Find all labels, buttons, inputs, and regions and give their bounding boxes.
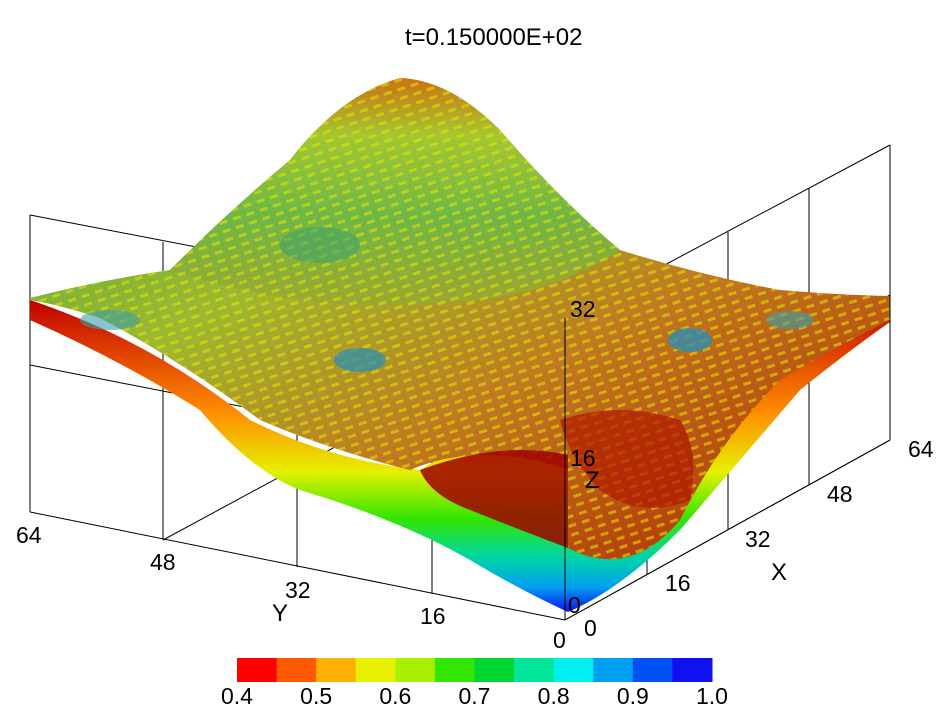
y-tick-label: 48 — [150, 549, 176, 575]
colorbar-tick-label: 1.0 — [696, 683, 728, 709]
x-axis-label: X — [771, 559, 787, 586]
y-axis: 64 48 32 16 0 Y — [16, 522, 566, 653]
colorbar-tick-label: 0.8 — [538, 683, 570, 709]
colorbar-swatch — [593, 658, 634, 682]
colorbar-tick-label: 0.4 — [221, 683, 253, 709]
surface-front-wall — [30, 300, 568, 612]
colorbar-ticks: 0.4 0.5 0.6 0.7 0.8 0.9 1.0 — [221, 683, 728, 709]
x-tick-label: 48 — [827, 481, 853, 507]
colorbar-swatch — [276, 658, 317, 682]
z-tick-label: 32 — [570, 296, 596, 322]
x-tick-label: 32 — [745, 526, 771, 552]
colorbar-tick-label: 0.9 — [617, 683, 649, 709]
surface — [30, 78, 890, 612]
colorbar-swatch — [316, 658, 357, 682]
colorbar-swatch — [434, 658, 475, 682]
surface-depression — [766, 311, 814, 329]
z-tick-label: 16 — [570, 445, 596, 471]
colorbar-tick-label: 0.5 — [300, 683, 332, 709]
surface-depression — [668, 328, 712, 352]
surface-depression — [80, 310, 140, 330]
colorbar-swatch — [474, 658, 515, 682]
colorbar-tick-label: 0.7 — [459, 683, 491, 709]
surface-depression — [334, 348, 386, 372]
colorbar-swatch — [514, 658, 555, 682]
colorbar — [237, 658, 713, 682]
z-tick-label: 0 — [568, 592, 581, 618]
colorbar-swatch — [672, 658, 713, 682]
x-tick-label: 64 — [908, 436, 934, 462]
surface-depression — [280, 227, 360, 263]
y-tick-label: 0 — [553, 627, 566, 653]
x-axis: 0 16 32 48 64 X — [584, 436, 934, 641]
colorbar-swatch — [632, 658, 673, 682]
surface-low-region — [420, 450, 568, 548]
y-axis-label: Y — [272, 600, 288, 627]
x-tick-label: 0 — [584, 615, 597, 641]
z-axis-label: Z — [585, 467, 600, 494]
y-tick-label: 16 — [420, 603, 446, 629]
colorbar-swatch — [355, 658, 396, 682]
chart-title: t=0.150000E+02 — [405, 24, 583, 51]
y-tick-label: 32 — [285, 577, 311, 603]
bounding-box-front — [564, 145, 891, 621]
colorbar-swatch — [553, 658, 594, 682]
x-tick-label: 16 — [665, 570, 691, 596]
colorbar-tick-label: 0.6 — [379, 683, 411, 709]
colorbar-swatch — [395, 658, 436, 682]
colorbar-swatch — [237, 658, 278, 682]
z-axis: 32 16 0 Z — [568, 296, 600, 618]
y-tick-label: 64 — [16, 522, 42, 548]
